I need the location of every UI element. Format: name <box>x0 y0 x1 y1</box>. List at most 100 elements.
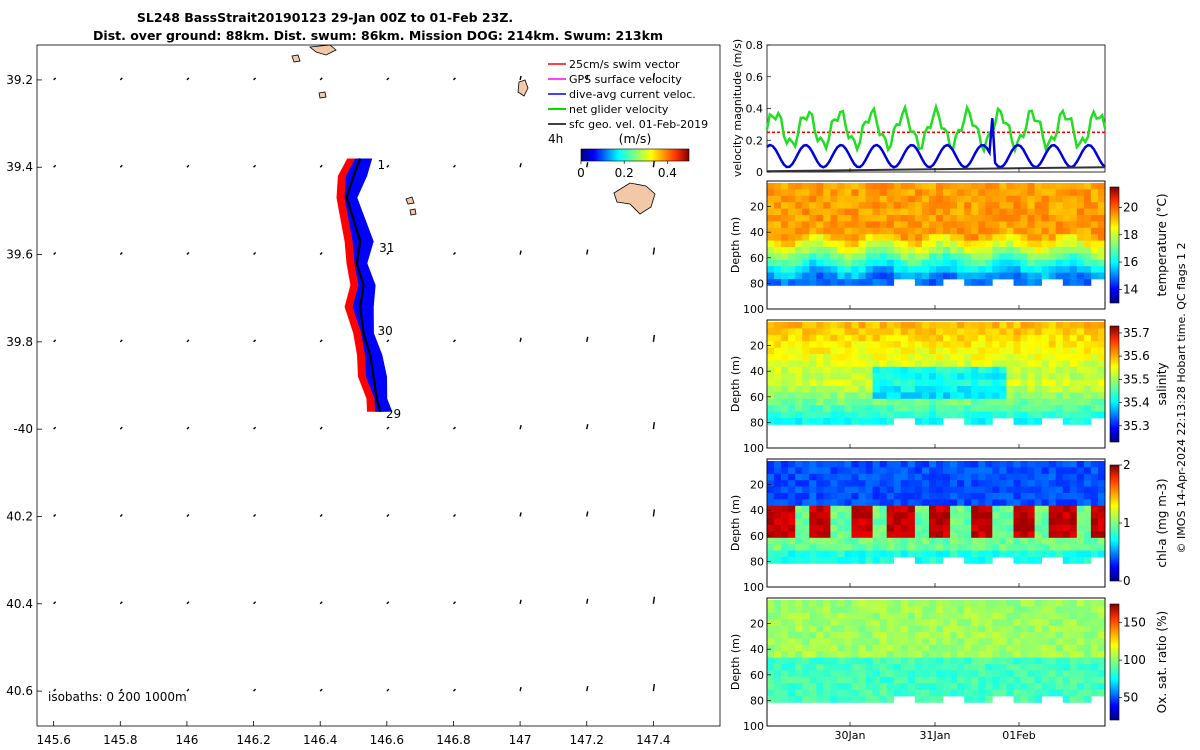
heatmap-cell <box>809 518 817 526</box>
heatmap-cell <box>999 461 1007 468</box>
heatmap-cell <box>985 544 993 551</box>
heatmap-cell <box>957 208 965 216</box>
heatmap-cell <box>1098 334 1106 342</box>
heatmap-cell <box>1098 366 1106 374</box>
heatmap-cell <box>1083 550 1092 558</box>
heatmap-cell <box>774 518 782 526</box>
islet-5 <box>409 208 417 216</box>
heatmap-cell <box>929 418 937 425</box>
heatmap-cell <box>943 531 951 539</box>
heatmap-cell <box>1013 683 1021 690</box>
heatmap-cell <box>921 493 930 500</box>
heatmap-cell <box>1069 670 1078 678</box>
heatmap-cell <box>992 651 1000 658</box>
heatmap-cell <box>816 518 824 526</box>
heatmap-cell <box>893 600 902 607</box>
heatmap-cell <box>872 683 880 690</box>
heatmap-cell <box>767 328 775 336</box>
heatmap-cell <box>999 253 1007 261</box>
heatmap-cell <box>921 195 930 203</box>
heatmap-cell <box>943 202 951 209</box>
heatmap-cell <box>929 266 937 273</box>
heatmap-cell <box>1098 202 1106 209</box>
heatmap-cell <box>1090 651 1099 658</box>
heatmap-cell <box>879 651 888 658</box>
heatmap-cell <box>1090 221 1099 229</box>
heatmap-cell <box>1034 221 1042 229</box>
heatmap-cell <box>858 467 866 475</box>
heatmap-cell <box>914 638 923 646</box>
heatmap-cell <box>788 644 796 652</box>
heatmap-cell <box>823 227 831 235</box>
heatmap-cell <box>795 227 803 235</box>
heatmap-cell <box>921 259 930 267</box>
heatmap-cell <box>929 183 937 190</box>
heatmap-cell <box>823 683 831 690</box>
heatmap-cell <box>851 208 859 216</box>
heatmap-cell <box>929 405 937 412</box>
heatmap-cell <box>1020 619 1028 626</box>
heatmap-cell <box>844 373 852 380</box>
heatmap-cell <box>999 606 1007 614</box>
heatmap-cell <box>985 670 993 678</box>
heatmap-cell <box>929 676 937 684</box>
heatmap-cell <box>809 259 817 267</box>
heatmap-cell <box>1069 189 1078 197</box>
heatmap-cell <box>795 279 803 286</box>
heatmap-cell <box>907 651 916 658</box>
heatmap-cell <box>964 651 972 658</box>
heatmap-cell <box>1098 272 1106 280</box>
heatmap-cell <box>1076 373 1085 380</box>
heatmap-cell <box>886 619 895 626</box>
heatmap-cell <box>1090 525 1099 532</box>
heatmap-cell <box>985 657 993 665</box>
heatmap-cell <box>914 670 923 678</box>
heatmap-cell <box>1041 683 1049 690</box>
heatmap-cell <box>802 272 810 280</box>
heatmap-cell <box>851 366 859 374</box>
heatmap-cell <box>1006 195 1014 203</box>
heatmap-cell <box>1041 266 1049 273</box>
heatmap-cell <box>1069 227 1078 235</box>
heatmap-cell <box>830 405 838 412</box>
heatmap-cell <box>1027 360 1035 368</box>
heatmap-cell <box>809 379 817 387</box>
heatmap-cell <box>802 473 810 481</box>
heatmap-cell <box>858 279 866 286</box>
heatmap-cell <box>936 657 944 665</box>
heatmap-cell <box>879 480 888 487</box>
lon-tick-label: 145.8 <box>103 733 137 747</box>
heatmap-cell <box>858 418 866 425</box>
heatmap-cell <box>1090 183 1099 190</box>
heatmap-cell <box>1034 683 1042 690</box>
heatmap-cell <box>1083 632 1092 639</box>
heatmap-cell <box>879 208 888 216</box>
heatmap-cell <box>992 253 1000 261</box>
heatmap-cell <box>809 473 817 481</box>
heatmap-cell <box>950 683 958 690</box>
heatmap-cell <box>858 499 866 507</box>
heatmap-cell <box>992 664 1000 671</box>
heatmap-cell <box>1055 208 1064 216</box>
heatmap-cell <box>1083 398 1092 406</box>
heatmap-cell <box>872 240 880 248</box>
heatmap-cell <box>1006 234 1014 241</box>
heatmap-cell <box>837 411 845 419</box>
heatmap-cell <box>914 499 923 507</box>
heatmap-cell <box>823 379 831 387</box>
heatmap-cell <box>1041 360 1049 368</box>
heatmap-cell <box>1083 467 1092 475</box>
heatmap-cell <box>809 392 817 400</box>
heatmap-cell <box>886 247 895 254</box>
heatmap-cell <box>1090 461 1099 468</box>
heatmap-cell <box>767 266 775 273</box>
heatmap-cell <box>964 392 972 400</box>
heatmap-cell <box>865 625 873 633</box>
heatmap-cell <box>872 644 880 652</box>
heatmap-cell <box>767 486 775 494</box>
heatmap-cell <box>914 392 923 400</box>
depth-tick-label: 40 <box>750 226 764 239</box>
heatmap-cell <box>837 240 845 248</box>
heatmap-cell <box>907 272 916 280</box>
heatmap-cell <box>957 493 965 500</box>
